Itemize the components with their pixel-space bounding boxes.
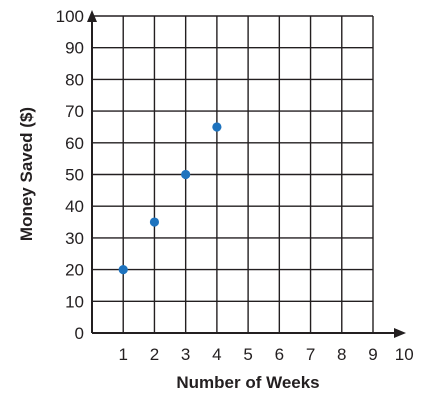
y-tick-label: 10 [65,292,84,311]
y-tick-label: 40 [65,197,84,216]
y-tick-label: 100 [56,7,84,26]
x-tick-label: 2 [150,345,159,364]
x-tick-label: 10 [395,345,414,364]
axes [87,10,406,338]
x-tick-label: 1 [118,345,127,364]
y-axis-arrow [87,10,97,22]
x-tick-label: 9 [368,345,377,364]
y-tick-label: 20 [65,261,84,280]
tick-labels: 0 10 20 30 40 50 60 70 80 90 100 1 2 3 4 5 6 7 8 9 10 [56,7,414,364]
x-tick-label: 3 [181,345,190,364]
data-point [212,122,222,132]
x-tick-label: 7 [306,345,315,364]
data-point [118,265,128,275]
y-tick-label: 50 [65,166,84,185]
x-tick-label: 4 [212,345,221,364]
y-tick-label: 70 [65,102,84,121]
y-tick-label: 60 [65,134,84,153]
y-tick-label: 90 [65,39,84,58]
y-tick-label: 80 [65,70,84,89]
x-axis-arrow [394,328,406,338]
y-axis-title: Money Saved ($) [17,107,36,241]
x-tick-label: 6 [275,345,284,364]
data-points [118,122,222,275]
y-tick-label: 0 [75,324,84,343]
data-point [149,217,160,227]
x-axis-title: Number of Weeks [176,373,319,392]
data-point [181,169,191,180]
y-tick-label: 30 [65,229,84,248]
x-tick-label: 5 [243,345,252,364]
x-tick-label: 8 [337,345,346,364]
grid [92,15,374,333]
